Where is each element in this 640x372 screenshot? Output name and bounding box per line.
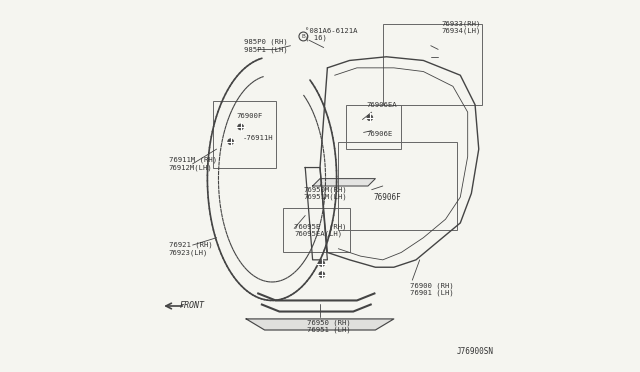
Text: 76906F: 76906F	[374, 193, 401, 202]
Circle shape	[237, 124, 244, 130]
Text: -76911H: -76911H	[243, 135, 273, 141]
Text: 76911M (RH)
76912M(LH): 76911M (RH) 76912M(LH)	[168, 157, 217, 171]
Text: 76906E: 76906E	[366, 131, 392, 137]
Bar	[213, 101, 276, 167]
Text: °081A6-6121A
( 16): °081A6-6121A ( 16)	[305, 28, 358, 41]
Text: 76906EA: 76906EA	[366, 102, 397, 108]
Text: 76921 (RH)
76923(LH): 76921 (RH) 76923(LH)	[168, 242, 212, 256]
Text: 76950M(RH)
76951M(LH): 76950M(RH) 76951M(LH)	[303, 186, 347, 201]
Polygon shape	[312, 179, 376, 186]
Text: 985P0 (RH)
985P1 (LH): 985P0 (RH) 985P1 (LH)	[244, 39, 288, 53]
Bar	[346, 105, 401, 149]
Circle shape	[319, 260, 324, 266]
Text: J76900SN: J76900SN	[456, 347, 493, 356]
Text: B: B	[301, 34, 305, 39]
Circle shape	[319, 272, 324, 278]
Circle shape	[228, 139, 234, 145]
Bar	[383, 23, 483, 105]
Text: 76950 (RH)
76951 (LH): 76950 (RH) 76951 (LH)	[307, 319, 351, 333]
Bar	[339, 142, 456, 230]
Bar	[283, 208, 349, 253]
Text: 76095E  (RH)
76095EA(LH): 76095E (RH) 76095EA(LH)	[294, 223, 347, 237]
Text: 76900F: 76900F	[237, 113, 263, 119]
Text: 76900 (RH)
76901 (LH): 76900 (RH) 76901 (LH)	[410, 282, 454, 296]
Circle shape	[367, 115, 372, 121]
Polygon shape	[246, 319, 394, 330]
Text: FRONT: FRONT	[180, 301, 205, 311]
Text: 76933(RH)
76934(LH): 76933(RH) 76934(LH)	[442, 20, 481, 34]
